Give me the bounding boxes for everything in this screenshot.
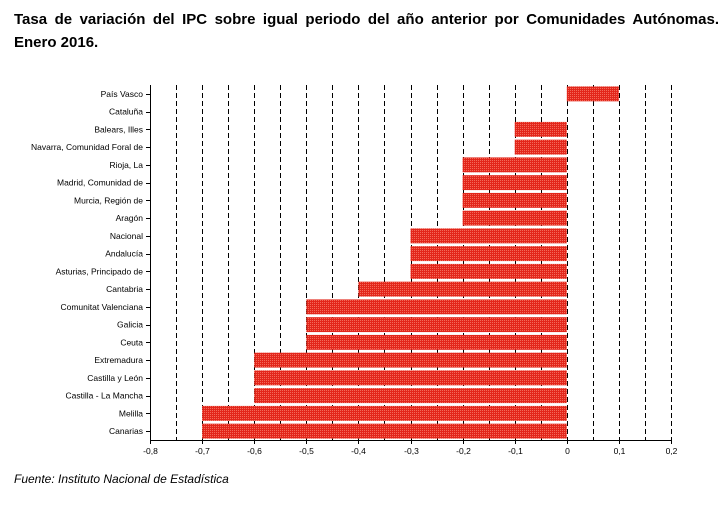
category-label: Aragón <box>116 213 144 223</box>
bar <box>514 121 567 137</box>
category-label: Andalucía <box>105 249 143 259</box>
bar <box>358 281 567 297</box>
bar <box>306 334 567 350</box>
category-label: Castilla y León <box>87 373 143 383</box>
category-label: Comunitat Valenciana <box>60 302 143 312</box>
x-tick-label: 0,2 <box>666 446 678 456</box>
x-tick-label: -0,3 <box>404 446 419 456</box>
x-tick-label: -0,5 <box>299 446 314 456</box>
category-label: Melilla <box>119 408 143 418</box>
bar <box>462 192 567 208</box>
bar <box>462 175 567 191</box>
bar <box>410 246 567 262</box>
x-tick-label: -0,8 <box>143 446 158 456</box>
category-label: Madrid, Comunidad de <box>57 178 143 188</box>
tick-labels: -0,8 -0,7 -0,6 -0,5 -0,4 -0,3 -0,2 -0,1 0 0,1 0,2 <box>143 446 678 456</box>
category-label: Rioja, La <box>109 160 143 170</box>
category-labels: País Vasco Cataluña Balears, Illes Navarra,… <box>31 89 143 436</box>
grid-lines <box>176 85 672 440</box>
bar <box>254 352 567 368</box>
category-label: Navarra, Comunidad Foral de <box>31 142 143 152</box>
bar <box>462 210 567 226</box>
x-tick-label: 0,1 <box>614 446 626 456</box>
x-tick-label: -0,7 <box>195 446 210 456</box>
category-label: Cantabria <box>106 284 143 294</box>
source-note: Fuente: Instituto Nacional de Estadístic… <box>14 472 229 486</box>
category-label: Galicia <box>117 320 143 330</box>
category-label: Canarias <box>109 426 143 436</box>
bar <box>254 388 567 404</box>
x-tick-label: -0,4 <box>351 446 366 456</box>
category-label: Asturias, Principado de <box>56 266 144 276</box>
category-label: Balears, Illes <box>94 124 143 134</box>
x-tick-label: -0,1 <box>508 446 523 456</box>
bar <box>410 228 567 244</box>
category-label: Castilla - La Mancha <box>66 391 144 401</box>
category-label: Ceuta <box>120 337 143 347</box>
bar <box>202 423 567 439</box>
category-label: Nacional <box>110 231 143 241</box>
bar <box>254 370 567 386</box>
category-label: Cataluña <box>109 107 143 117</box>
bars <box>202 86 619 439</box>
bar <box>410 263 567 279</box>
x-tick-label: -0,6 <box>247 446 262 456</box>
category-label: Murcia, Región de <box>74 195 143 205</box>
x-tick-label: -0,2 <box>456 446 471 456</box>
x-tick-label: 0 <box>565 446 570 456</box>
axes <box>146 85 672 444</box>
bar <box>306 317 567 333</box>
bar <box>202 405 567 421</box>
bar <box>566 86 619 102</box>
bar <box>514 139 567 155</box>
bar <box>306 299 567 315</box>
category-label: Extremadura <box>94 355 143 365</box>
bar <box>462 157 567 173</box>
category-label: País Vasco <box>101 89 144 99</box>
page-title: Tasa de variación del IPC sobre igual pe… <box>14 11 719 51</box>
